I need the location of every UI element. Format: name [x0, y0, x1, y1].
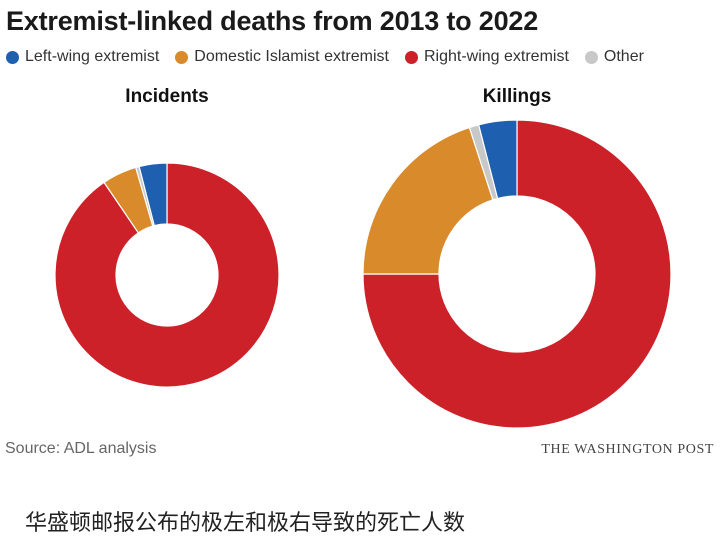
legend-label-other: Other: [603, 48, 644, 65]
chart-title: Extremist-linked deaths from 2013 to 202…: [6, 6, 539, 36]
legend-label-domestic-islamist: Domestic Islamist extremist: [194, 48, 389, 65]
incidents-slice-left-wing-extremist: [138, 162, 168, 227]
source-note: Source: ADL analysis: [5, 440, 157, 457]
incidents-slice-right-wing-extremist: [54, 162, 280, 388]
legend-swatch-left-wing: [6, 50, 19, 64]
legend-label-left-wing: Left-wing extremist: [25, 48, 160, 65]
legend-item-right-wing: Right-wing extremist: [404, 48, 569, 66]
legend-swatch-domestic-islamist: [175, 50, 189, 64]
killings-slice-right-wing-extremist: [362, 119, 672, 429]
incidents-chart-title: Incidents: [125, 86, 209, 107]
image-caption: 华盛顿邮报公布的极左和极右导致的死亡人数: [25, 511, 466, 536]
killings-donut: [362, 119, 672, 429]
legend-item-left-wing: Left-wing extremist: [6, 48, 159, 66]
killings-slice-domestic-islamist-extremist: [362, 126, 494, 275]
publisher-credit: THE WASHINGTON POST: [541, 442, 714, 457]
legend-swatch-right-wing: [404, 50, 418, 64]
incidents-donut: [54, 162, 280, 388]
legend-label-right-wing: Right-wing extremist: [423, 48, 569, 65]
legend-item-domestic-islamist: Domestic Islamist extremist: [175, 48, 389, 66]
legend-swatch-other: [584, 50, 598, 64]
legend-item-other: Other: [584, 48, 644, 66]
killings-chart-title: Killings: [482, 86, 552, 107]
legend: Left-wing extremist Domestic Islamist ex…: [6, 48, 660, 66]
killings-slice-left-wing-extremist: [477, 119, 518, 200]
